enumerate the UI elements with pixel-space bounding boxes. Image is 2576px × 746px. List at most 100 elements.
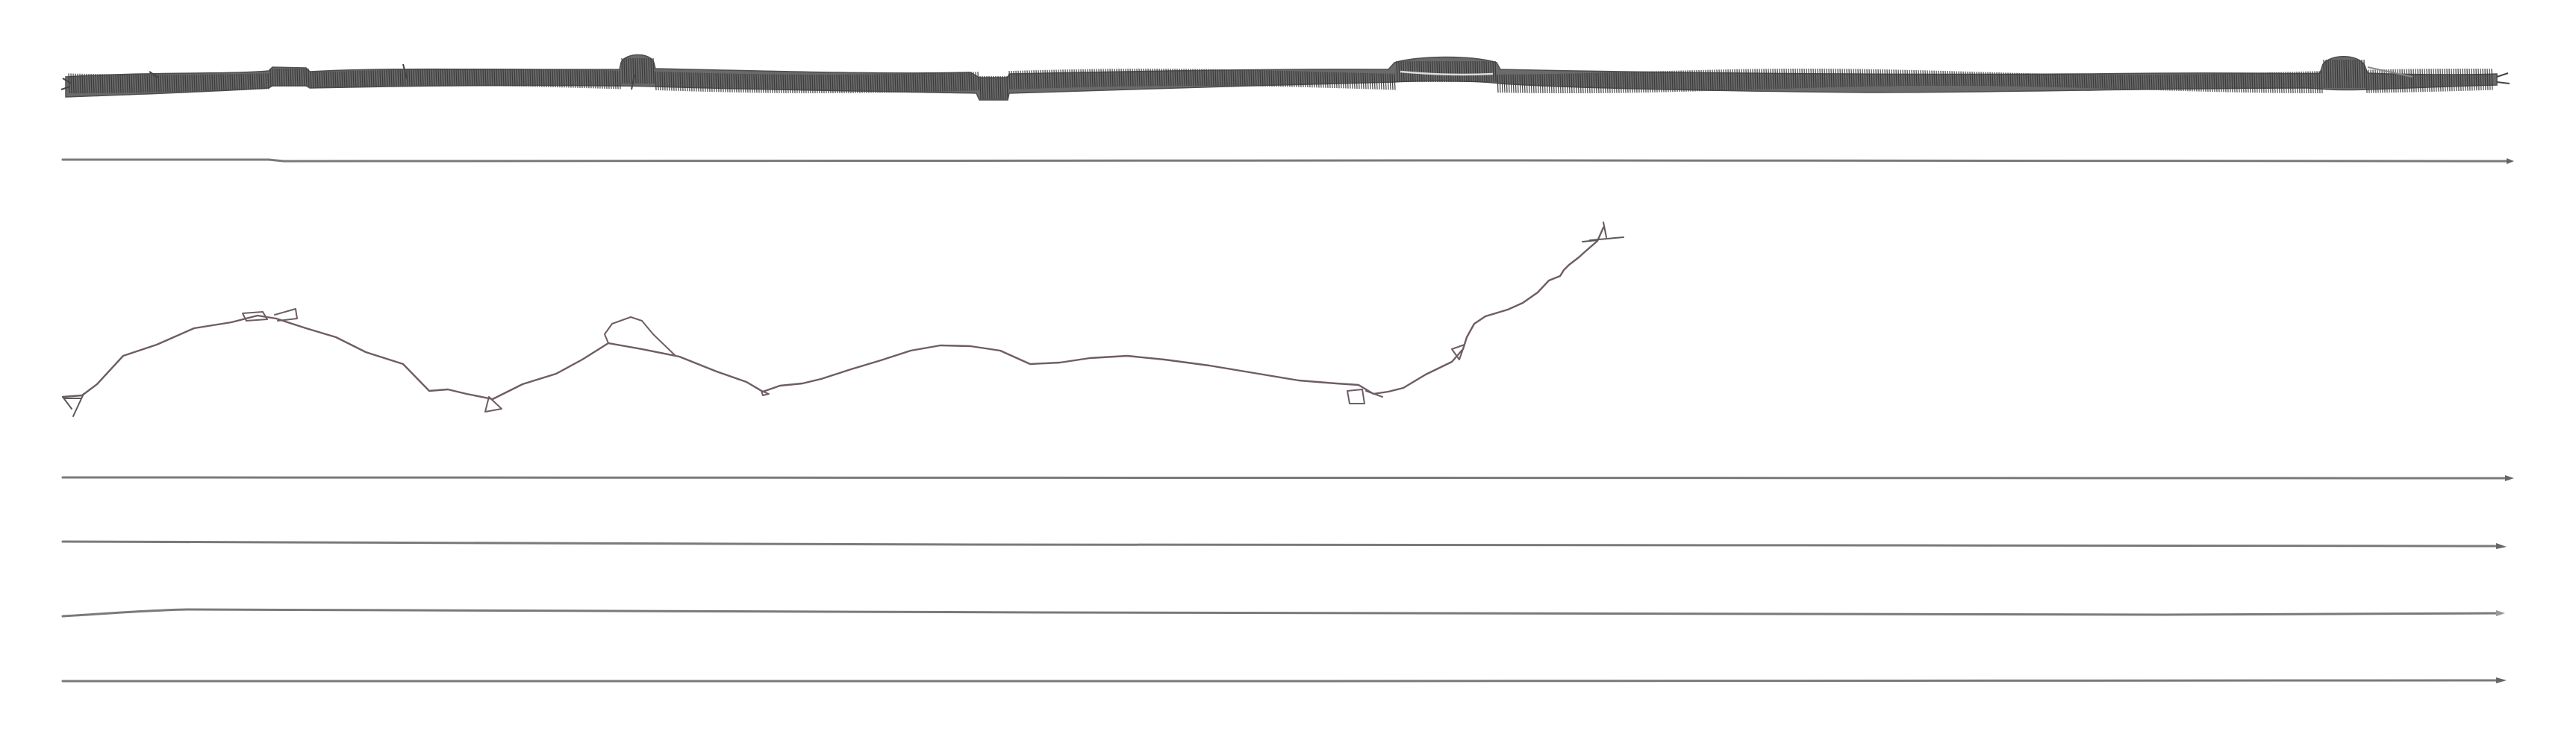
ribbon-hatch-stroke	[811, 74, 814, 94]
ribbon-hatch-stroke	[1129, 69, 1132, 87]
ribbon-hatch-stroke	[1989, 72, 1992, 87]
ribbon-hatch-stroke	[603, 70, 605, 89]
ribbon-hatch-stroke	[2068, 74, 2070, 88]
ribbon-hatch-stroke	[1380, 73, 1382, 90]
ribbon-hatch-stroke	[1736, 69, 1738, 90]
ribbon-hatch-stroke	[1398, 60, 1400, 83]
ribbon-hatch-stroke	[829, 74, 832, 94]
ribbon-hatch-stroke	[99, 74, 102, 93]
ribbon-hatch-stroke	[2171, 74, 2173, 91]
ribbon-hatch-stroke	[1450, 60, 1452, 83]
ribbon-hatch-stroke	[699, 72, 702, 92]
wandering-trace	[61, 222, 1624, 417]
ribbon-hatch-stroke	[1158, 68, 1161, 87]
ribbon-hatch-stroke	[1526, 74, 1528, 93]
ribbon-hatch-stroke	[493, 68, 496, 87]
ribbon-hatch-stroke	[234, 74, 236, 90]
ribbon-hatch-stroke	[1058, 69, 1060, 88]
ribbon-hatch-stroke	[2209, 73, 2211, 93]
ribbon-hatch-stroke	[1394, 73, 1396, 90]
ribbon-hatch-stroke	[814, 74, 816, 94]
ribbon-hatch-stroke	[1156, 68, 1158, 87]
ribbon-hatch-stroke	[852, 74, 854, 93]
ribbon-hatch-stroke	[552, 69, 554, 87]
ribbon-hatch-stroke	[1185, 69, 1188, 87]
ribbon-inner-gap	[1400, 70, 1494, 76]
ribbon-hatch-stroke	[726, 73, 729, 93]
ribbon-hatch-stroke	[361, 70, 364, 87]
ribbon-hatch-stroke	[1642, 71, 1644, 93]
ribbon-hatch-stroke	[220, 74, 222, 91]
ribbon-hatch-stroke	[1895, 69, 1897, 87]
ribbon-hatch-stroke	[1900, 69, 1902, 87]
ribbon-hatch-stroke	[1382, 73, 1385, 90]
ribbon-hatch-stroke	[1633, 72, 1635, 93]
ribbon-hatch-stroke	[2215, 73, 2218, 93]
ribbon-hatch-stroke	[2424, 69, 2426, 93]
ribbon-hatch-stroke	[529, 69, 531, 87]
ribbon-hatch-stroke	[838, 74, 841, 93]
ribbon-hatch-stroke	[249, 73, 252, 90]
ribbon-hatch-stroke	[1127, 69, 1129, 87]
ribbon-hatch-stroke	[328, 71, 330, 88]
ribbon-hatch-stroke	[1145, 68, 1147, 87]
ribbon-hatch-stroke	[964, 72, 966, 91]
ribbon-hatch-stroke	[2128, 74, 2130, 90]
ribbon-hatch-stroke	[1786, 69, 1788, 89]
ribbon-hatch-stroke	[896, 73, 899, 93]
ribbon-hatch-stroke	[531, 69, 534, 87]
ribbon-hatch-stroke	[2231, 73, 2233, 93]
ribbon-hatch-stroke	[238, 73, 240, 90]
ribbon-hatch-stroke	[325, 72, 328, 88]
ribbon-hatch-stroke	[1519, 74, 1521, 93]
ribbon-hatch-stroke	[1230, 69, 1232, 87]
ribbon-hatch-stroke	[2301, 71, 2303, 93]
ribbon-hatch-stroke	[1512, 74, 1515, 93]
ribbon-hatch-stroke	[690, 72, 693, 92]
ribbon-hatch-stroke	[2139, 74, 2142, 90]
ribbon-hatch-stroke	[2352, 59, 2354, 89]
ribbon-hatch-stroke	[1033, 70, 1035, 89]
ribbon-hatch-stroke	[2278, 72, 2280, 93]
ribbon-hatch-stroke	[1132, 69, 1134, 87]
ribbon-hatch-stroke	[1206, 69, 1208, 87]
ribbon-hatch-stroke	[153, 74, 155, 93]
ribbon-hatch-stroke	[117, 74, 119, 93]
ribbon-hatch-stroke	[393, 69, 395, 87]
ribbon-hatch-stroke	[2233, 73, 2236, 93]
ribbon-hatch-stroke	[437, 69, 440, 87]
ribbon-hatch-stroke	[930, 72, 932, 92]
ribbon-hatch-stroke	[1906, 69, 1909, 87]
ribbon-hatch-stroke	[2207, 74, 2209, 92]
ribbon-hatch-stroke	[166, 74, 169, 93]
ribbon-hatch-stroke	[455, 69, 458, 87]
ribbon-hatch-stroke	[173, 74, 175, 93]
ribbon-hatch-stroke	[1942, 70, 1945, 87]
ribbon-hatch-stroke	[1389, 73, 1391, 90]
ribbon-hatch-stroke	[126, 74, 128, 93]
ribbon-hatch-stroke	[72, 73, 75, 94]
ribbon-hatch-stroke	[1880, 69, 1882, 87]
ribbon-hatch-stroke	[664, 72, 666, 91]
ribbon-hatch-stroke	[509, 69, 511, 87]
ribbon-hatch-stroke	[997, 75, 999, 100]
ribbon-hatch-stroke	[2121, 74, 2124, 90]
ribbon-hatch-stroke	[2262, 72, 2265, 93]
ribbon-hatch-stroke	[849, 74, 852, 93]
ribbon-hatch-stroke	[1931, 70, 1933, 87]
ribbon-hatch-stroke	[88, 73, 90, 93]
ribbon-hatch-stroke	[1875, 69, 1877, 87]
ribbon-hatch-stroke	[2258, 72, 2260, 93]
ribbon-hatch-stroke	[914, 73, 917, 93]
ribbon-hatch-stroke	[1940, 70, 1942, 87]
ribbon-hatch-stroke	[1100, 69, 1103, 87]
ribbon-hatch-stroke	[243, 73, 245, 90]
ribbon-hatch-stroke	[1277, 70, 1279, 87]
ribbon-hatch-stroke	[263, 73, 265, 90]
ribbon-hatch-stroke	[1577, 73, 1579, 94]
ribbon-hatch-stroke	[160, 74, 162, 93]
ribbon-hatch-stroke	[2059, 73, 2061, 88]
ribbon-hatch-stroke	[2428, 69, 2430, 93]
ribbon-hatch-stroke	[93, 74, 95, 93]
ribbon-hatch-stroke	[1053, 69, 1055, 89]
